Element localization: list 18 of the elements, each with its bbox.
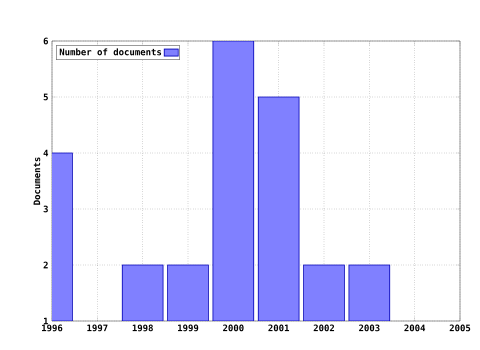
x-tick-label: 1998 [132, 324, 153, 332]
y-axis-title: Documents [34, 157, 40, 205]
x-tick-label: 1999 [178, 324, 198, 332]
x-tick-label: 2003 [359, 324, 380, 332]
y-tick-label: 5 [44, 94, 48, 100]
y-tick-label: 2 [44, 262, 48, 268]
x-tick-label: 1997 [87, 324, 108, 332]
x-tick-label: 2002 [314, 324, 334, 332]
y-tick-label: 4 [44, 150, 48, 156]
x-tick-label: 2001 [268, 324, 290, 332]
x-tick-label: 2004 [404, 324, 426, 332]
y-tick-label: 1 [44, 318, 48, 324]
x-tick-label: 2000 [223, 324, 244, 332]
x-tick-label: 2005 [450, 324, 470, 332]
x-tick-label: 1996 [42, 324, 62, 332]
y-tick-label: 3 [44, 206, 48, 212]
y-tick-label: 6 [44, 38, 48, 44]
legend-label: Number of documents [60, 48, 162, 56]
